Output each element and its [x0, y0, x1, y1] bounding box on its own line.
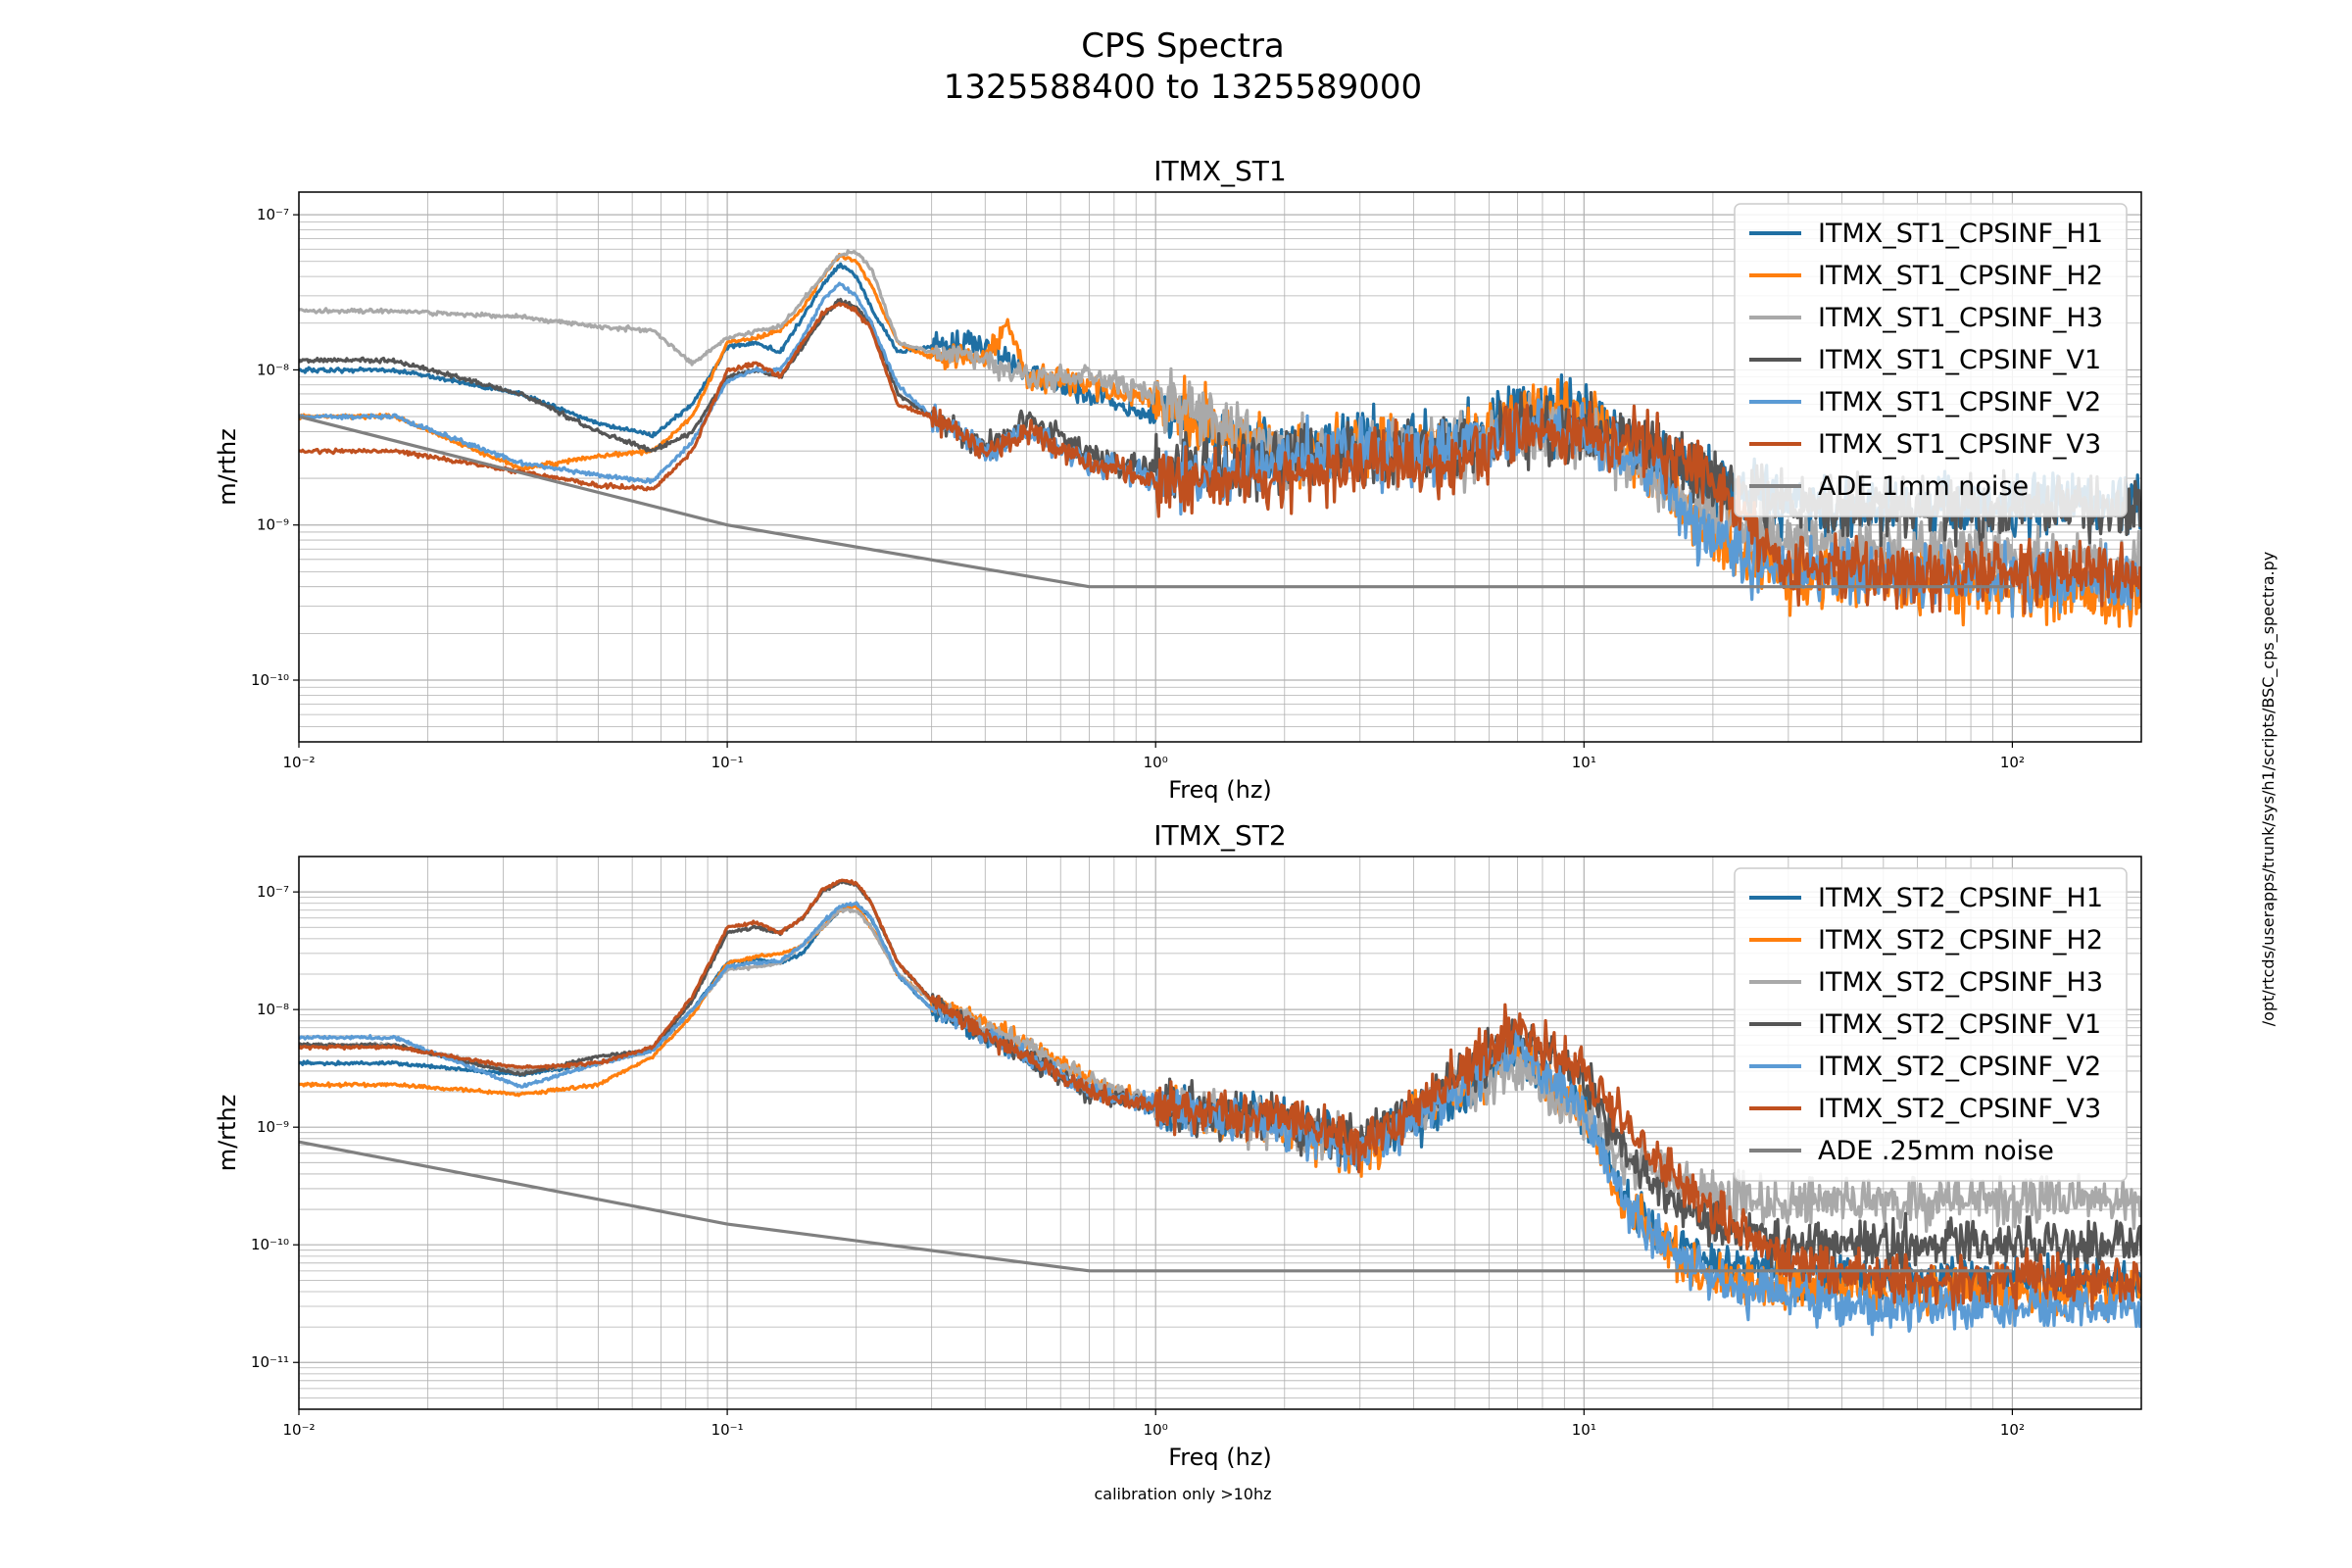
suptitle-line1: CPS Spectra: [1081, 26, 1285, 66]
footer-note: calibration only >10hz: [1095, 1485, 1272, 1503]
legend-label: ADE 1mm noise: [1818, 471, 2029, 502]
x-tick-label: 10²: [2000, 1421, 2025, 1439]
y-tick-label: 10⁻¹¹: [251, 1353, 289, 1371]
legend-label: ITMX_ST1_CPSINF_V1: [1818, 345, 2101, 375]
panel-title: ITMX_ST1: [1153, 155, 1286, 187]
legend-label: ITMX_ST2_CPSINF_H1: [1818, 883, 2103, 913]
x-tick-label: 10²: [2000, 754, 2025, 771]
panel-title: ITMX_ST2: [1153, 819, 1286, 852]
series-line-v3: [299, 301, 2141, 615]
x-axis-label: Freq (hz): [1168, 1444, 1272, 1471]
script-path: /opt/rtcds/userapps/trunk/sys/h1/scripts…: [2259, 552, 2278, 1026]
suptitle-line2: 1325588400 to 1325589000: [944, 68, 1422, 107]
y-tick-label: 10⁻¹⁰: [251, 1236, 289, 1253]
legend-box: [1734, 867, 2128, 1182]
y-tick-label: 10⁻⁷: [257, 206, 289, 223]
x-tick-label: 10⁻²: [282, 754, 315, 771]
x-tick-label: 10⁻²: [282, 1421, 315, 1439]
y-tick-label: 10⁻¹⁰: [251, 671, 289, 689]
series-line-ade: [299, 1140, 2013, 1273]
legend-label: ITMX_ST1_CPSINF_H3: [1818, 303, 2103, 333]
y-tick-label: 10⁻⁸: [257, 361, 289, 378]
y-tick-label: 10⁻⁷: [257, 883, 289, 901]
x-tick-label: 10⁻¹: [711, 1421, 744, 1439]
panel-itmx-st1: 10⁻² 10⁻¹ 10⁰ 10¹ 10² 10⁻¹⁰ 10⁻⁹ 10⁻⁸ 10⁻⁷ ITMX_S…: [214, 155, 2142, 804]
x-tick-label: 10¹: [1572, 1421, 1596, 1439]
axes-frame: [298, 856, 2142, 1410]
panel-itmx-st2: 10⁻² 10⁻¹ 10⁰ 10¹ 10² 10⁻¹¹ 10⁻¹⁰ 10⁻⁹ 10⁻⁸ 10⁻⁷ I…: [214, 819, 2142, 1471]
legend-label: ITMX_ST2_CPSINF_V2: [1818, 1052, 2101, 1082]
legend-label: ADE .25mm noise: [1818, 1136, 2054, 1166]
x-tick-label: 10⁻¹: [711, 754, 744, 771]
legend-label: ITMX_ST2_CPSINF_H2: [1818, 925, 2103, 956]
x-axis-label: Freq (hz): [1168, 776, 1272, 804]
legend-box: [1734, 203, 2128, 517]
legend: ITMX_ST1_CPSINF_H1 ITMX_ST1_CPSINF_H2 ITMX…: [1734, 203, 2128, 517]
series-line-ade: [299, 415, 2013, 589]
legend-label: ITMX_ST1_CPSINF_H1: [1818, 219, 2103, 249]
legend-label: ITMX_ST2_CPSINF_H3: [1818, 967, 2103, 998]
x-tick-label: 10⁰: [1144, 1421, 1168, 1439]
series-lines: [299, 249, 2141, 628]
legend-label: ITMX_ST2_CPSINF_V1: [1818, 1009, 2101, 1040]
y-tick-label: 10⁻⁸: [257, 1001, 289, 1018]
y-axis-label: m/rthz: [214, 1095, 241, 1172]
legend-label: ITMX_ST1_CPSINF_V3: [1818, 429, 2101, 460]
series-lines: [299, 878, 2141, 1337]
legend: ITMX_ST2_CPSINF_H1 ITMX_ST2_CPSINF_H2 ITMX…: [1734, 867, 2128, 1182]
y-tick-label: 10⁻⁹: [257, 516, 289, 534]
legend-label: ITMX_ST1_CPSINF_V2: [1818, 387, 2101, 417]
y-axis-label: m/rthz: [214, 428, 241, 506]
axes-frame: [298, 191, 2142, 743]
x-tick-label: 10¹: [1572, 754, 1596, 771]
y-tick-label: 10⁻⁹: [257, 1118, 289, 1136]
series-line-v3: [299, 878, 2141, 1311]
legend-label: ITMX_ST2_CPSINF_V3: [1818, 1094, 2101, 1124]
legend-label: ITMX_ST1_CPSINF_H2: [1818, 261, 2103, 291]
x-tick-label: 10⁰: [1144, 754, 1168, 771]
